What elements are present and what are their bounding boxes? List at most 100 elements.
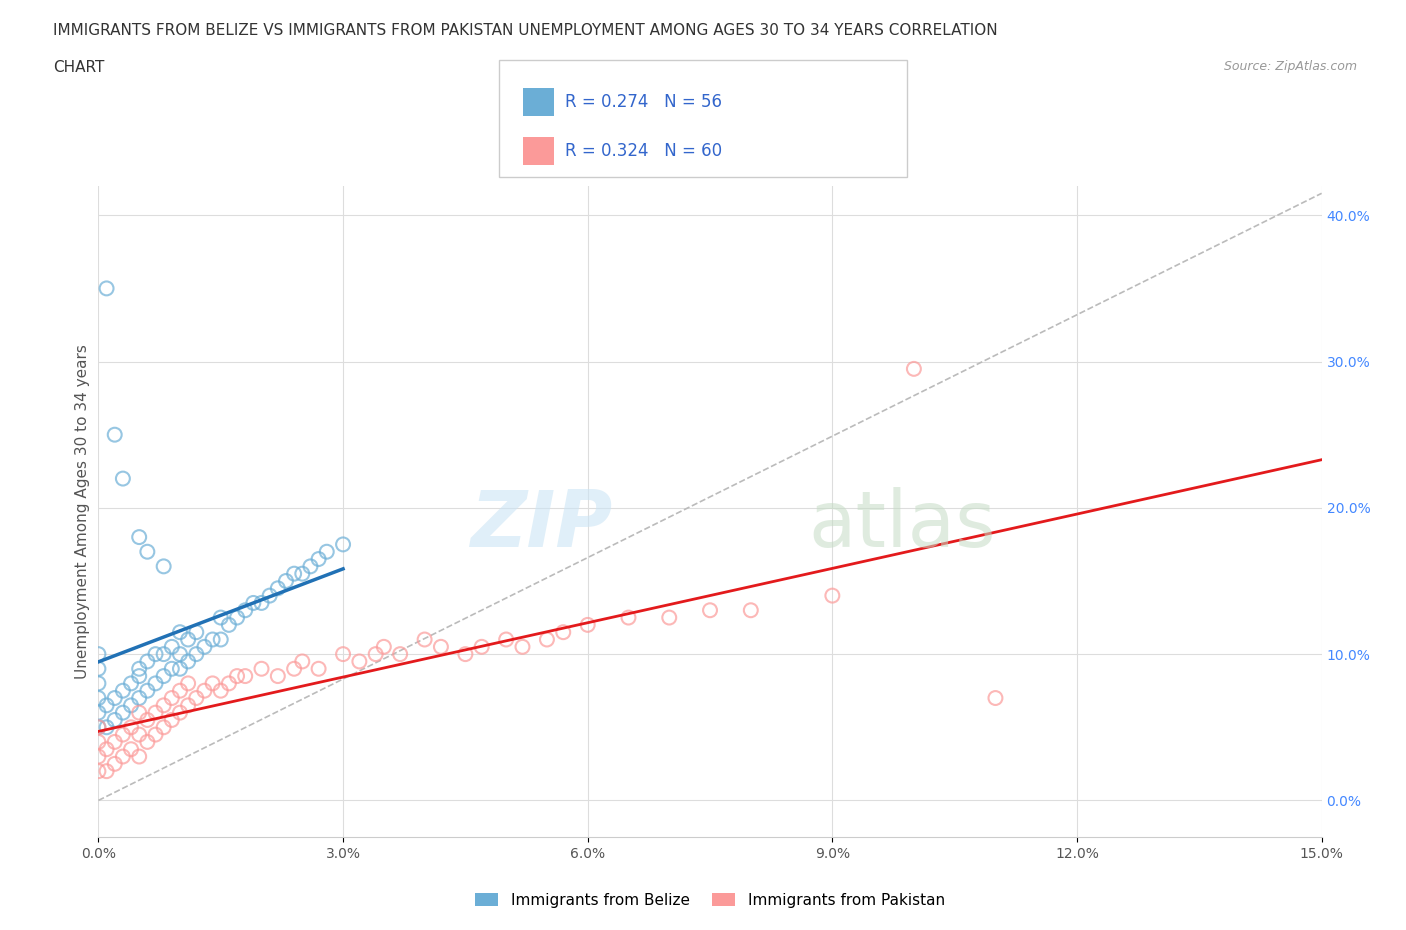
Point	[87, 720, 110, 735]
Point	[259, 588, 281, 603]
Point	[283, 566, 305, 581]
Point	[471, 640, 494, 655]
Point	[218, 618, 240, 632]
Point	[111, 727, 134, 742]
Point	[177, 698, 200, 712]
Point	[617, 610, 640, 625]
Point	[291, 566, 314, 581]
Point	[413, 632, 436, 647]
Point	[152, 698, 174, 712]
Point	[364, 646, 387, 661]
Point	[145, 727, 167, 742]
Point	[201, 632, 224, 647]
Point	[104, 712, 127, 727]
Point	[104, 735, 127, 750]
Point	[136, 654, 159, 669]
Point	[136, 544, 159, 559]
Point	[120, 742, 142, 757]
Point	[495, 632, 517, 647]
Point	[160, 640, 183, 655]
Point	[128, 691, 150, 706]
Point	[332, 646, 354, 661]
Point	[209, 632, 232, 647]
Point	[160, 661, 183, 676]
Point	[209, 684, 232, 698]
Text: Source: ZipAtlas.com: Source: ZipAtlas.com	[1223, 60, 1357, 73]
Point	[152, 646, 174, 661]
Point	[136, 712, 159, 727]
Point	[233, 603, 256, 618]
Point	[160, 712, 183, 727]
Point	[226, 610, 249, 625]
Point	[169, 646, 191, 661]
Point	[984, 691, 1007, 706]
Point	[136, 684, 159, 698]
Point	[193, 640, 215, 655]
Point	[111, 749, 134, 764]
Point	[250, 661, 273, 676]
Point	[87, 646, 110, 661]
Point	[821, 588, 844, 603]
Point	[233, 669, 256, 684]
Point	[145, 646, 167, 661]
Point	[536, 632, 558, 647]
Point	[169, 705, 191, 720]
Point	[267, 669, 290, 684]
Point	[218, 676, 240, 691]
Point	[136, 735, 159, 750]
Point	[87, 764, 110, 778]
Point	[242, 595, 264, 610]
Point	[128, 530, 150, 545]
Point	[291, 654, 314, 669]
Text: IMMIGRANTS FROM BELIZE VS IMMIGRANTS FROM PAKISTAN UNEMPLOYMENT AMONG AGES 30 TO: IMMIGRANTS FROM BELIZE VS IMMIGRANTS FRO…	[53, 23, 998, 38]
Point	[128, 749, 150, 764]
Point	[120, 698, 142, 712]
Point	[152, 669, 174, 684]
Point	[87, 749, 110, 764]
Point	[186, 646, 208, 661]
Point	[177, 676, 200, 691]
Point	[87, 661, 110, 676]
Point	[250, 595, 273, 610]
Text: CHART: CHART	[53, 60, 105, 75]
Point	[308, 661, 330, 676]
Point	[87, 705, 110, 720]
Point	[145, 676, 167, 691]
Point	[87, 691, 110, 706]
Text: R = 0.324   N = 60: R = 0.324 N = 60	[565, 141, 723, 160]
Point	[740, 603, 762, 618]
Point	[96, 720, 118, 735]
Point	[111, 472, 134, 486]
Point	[315, 544, 337, 559]
Point	[903, 362, 925, 377]
Point	[512, 640, 534, 655]
Text: atlas: atlas	[808, 486, 995, 563]
Point	[226, 669, 249, 684]
Point	[160, 691, 183, 706]
Point	[177, 654, 200, 669]
Point	[87, 720, 110, 735]
Point	[111, 705, 134, 720]
Point	[373, 640, 395, 655]
Point	[96, 764, 118, 778]
Point	[128, 727, 150, 742]
Point	[145, 705, 167, 720]
Point	[96, 281, 118, 296]
Point	[332, 537, 354, 551]
Point	[87, 676, 110, 691]
Point	[430, 640, 453, 655]
Point	[120, 676, 142, 691]
Point	[349, 654, 371, 669]
Point	[120, 720, 142, 735]
Point	[553, 625, 575, 640]
Point	[128, 661, 150, 676]
Point	[299, 559, 322, 574]
Point	[169, 661, 191, 676]
Point	[389, 646, 412, 661]
Point	[128, 669, 150, 684]
Point	[454, 646, 477, 661]
Point	[283, 661, 305, 676]
Point	[193, 684, 215, 698]
Point	[87, 735, 110, 750]
Point	[169, 625, 191, 640]
